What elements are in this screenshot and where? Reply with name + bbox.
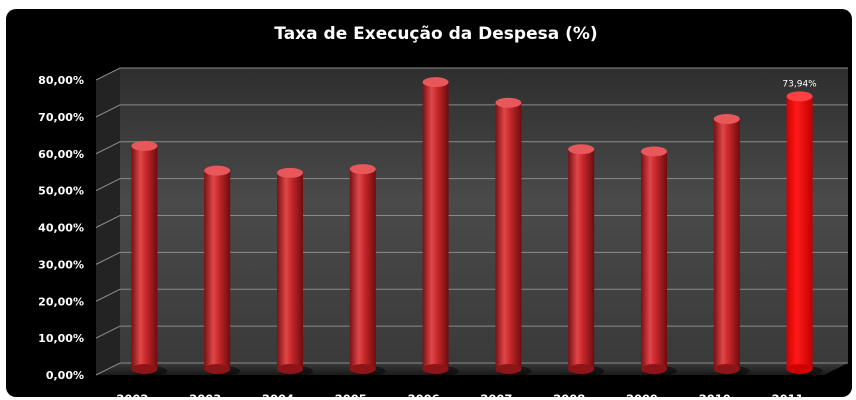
bar-body <box>277 172 303 369</box>
x-tick-label: 2006 <box>408 392 440 397</box>
chart-title: Taxa de Execução da Despesa (%) <box>274 24 597 44</box>
gridline <box>95 325 848 339</box>
x-tick-label: 2011 <box>772 392 804 397</box>
data-label: 73,94% <box>782 79 817 89</box>
bar-2008 <box>568 144 605 376</box>
bar-2010 <box>713 113 750 376</box>
x-axis: 2002 2003 2004 2005 2006 2007 2008 2009 2010 2011 <box>116 392 803 397</box>
x-tick-label: 2008 <box>553 392 585 397</box>
bar-2004 <box>277 167 313 376</box>
gridline <box>95 67 848 81</box>
bar-top <box>568 144 595 155</box>
bar-2005 <box>349 164 386 376</box>
gridline <box>95 251 848 265</box>
bar-body <box>131 145 158 369</box>
y-tick-label: 20,00% <box>38 295 84 308</box>
bar-2011 <box>786 91 823 376</box>
y-tick-label: 50,00% <box>38 185 84 198</box>
bar-top <box>641 146 667 157</box>
gridline <box>95 141 848 155</box>
y-tick-label: 0,00% <box>46 369 84 382</box>
gridline <box>95 288 848 302</box>
chart-frame: Taxa de Execução da Despesa (%) 0,00% 10,… <box>6 9 852 397</box>
x-tick-label: 2004 <box>262 392 294 397</box>
y-tick-label: 40,00% <box>38 222 84 235</box>
gridline <box>95 178 848 192</box>
y-axis: 0,00% 10,00% 20,00% 30,00% 40,00% 50,00% 60,00… <box>38 74 84 382</box>
bar-body <box>568 149 595 369</box>
bar-top <box>131 140 158 151</box>
bar-2009 <box>641 146 677 376</box>
x-tick-label: 2002 <box>116 392 148 397</box>
y-tick-label: 80,00% <box>38 74 84 87</box>
gridline <box>95 104 848 118</box>
bar-body <box>713 118 740 369</box>
x-tick-label: 2003 <box>189 392 221 397</box>
bar-chart: Taxa de Execução da Despesa (%) 0,00% 10,… <box>38 24 848 397</box>
bar-top <box>713 113 740 124</box>
x-tick-label: 2010 <box>699 392 731 397</box>
y-tick-label: 10,00% <box>38 332 84 345</box>
gridline <box>95 362 848 376</box>
bar-body <box>349 169 376 369</box>
bar-body <box>495 102 522 369</box>
bar-body <box>204 170 231 369</box>
bar-body <box>422 82 449 370</box>
x-tick-label: 2005 <box>335 392 367 397</box>
bar-2002 <box>131 140 168 376</box>
y-tick-label: 60,00% <box>38 148 84 161</box>
bar-top <box>422 77 449 88</box>
bar-2006 <box>422 77 459 376</box>
bar-top <box>349 164 376 175</box>
bar-top <box>495 97 522 108</box>
bar-top <box>277 167 303 178</box>
bar-2007 <box>495 97 532 376</box>
bar-body <box>641 151 667 369</box>
bar-top <box>204 165 231 176</box>
bar-top <box>786 91 813 102</box>
data-labels: 73,94% <box>782 79 817 89</box>
bars <box>131 77 823 376</box>
x-tick-label: 2007 <box>480 392 512 397</box>
bar-2003 <box>204 165 241 376</box>
gridline <box>95 215 848 228</box>
y-tick-label: 30,00% <box>38 258 84 271</box>
bar-body <box>786 96 813 369</box>
x-tick-label: 2009 <box>626 392 658 397</box>
y-tick-label: 70,00% <box>38 111 84 124</box>
